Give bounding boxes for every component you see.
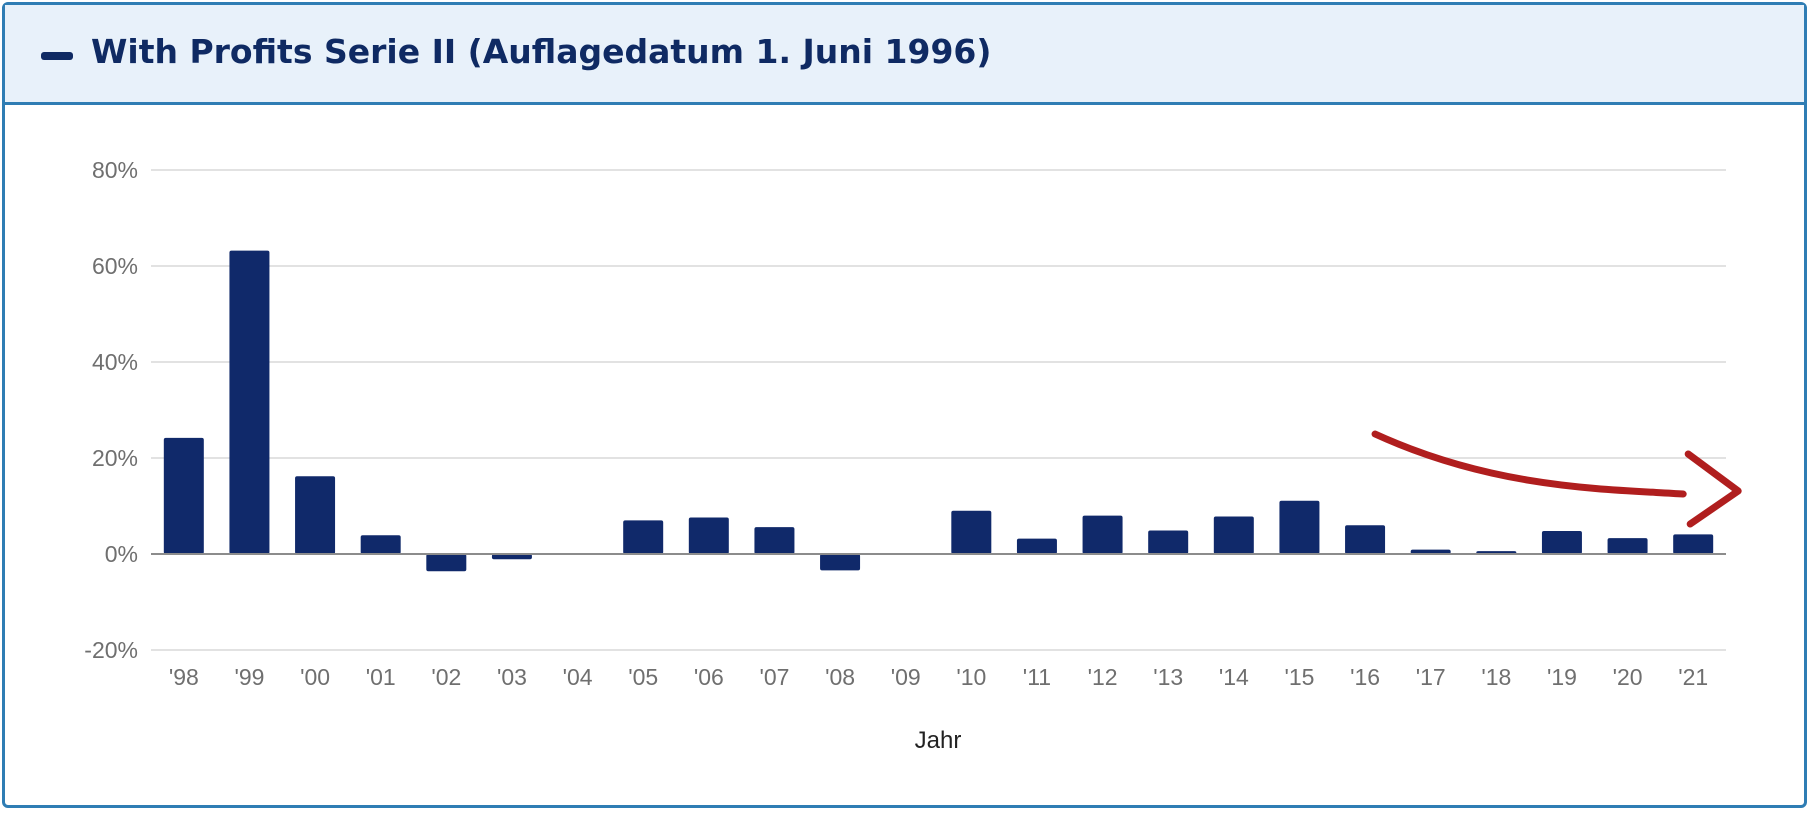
bar	[951, 510, 992, 554]
grid-lines	[151, 169, 1726, 651]
x-tick-label: '10	[956, 664, 986, 690]
y-tick-label: 60%	[92, 253, 138, 279]
x-axis-ticks: '98 '99 '00 '01 '02 '03 '04 '05 '06 '07 '08 '09 '10 '…	[169, 664, 1708, 690]
y-tick-label: 0%	[105, 541, 138, 567]
bar	[360, 535, 401, 554]
annotation-arrow-shaft	[1371, 430, 1687, 498]
bar	[491, 554, 532, 560]
bar	[820, 554, 861, 571]
bar	[1148, 530, 1189, 554]
bar	[1541, 530, 1582, 554]
x-tick-label: '18	[1481, 664, 1511, 690]
x-tick-label: '12	[1088, 664, 1118, 690]
x-tick-label: '02	[431, 664, 461, 690]
annotation-arrow	[1371, 430, 1742, 528]
x-tick-label: '01	[366, 664, 396, 690]
bar	[229, 250, 270, 554]
x-tick-label: '17	[1416, 664, 1446, 690]
bar	[754, 527, 795, 554]
x-tick-label: '99	[234, 664, 264, 690]
panel-title: With Profits Serie II (Auflagedatum 1. J…	[91, 32, 992, 71]
x-tick-label: '07	[759, 664, 789, 690]
bar	[163, 437, 204, 554]
bar	[1673, 534, 1714, 554]
x-tick-label: '13	[1153, 664, 1183, 690]
x-tick-label: '04	[563, 664, 593, 690]
y-tick-label: 80%	[92, 157, 138, 183]
bars	[163, 250, 1714, 572]
bar	[1607, 538, 1648, 554]
bar	[688, 517, 729, 554]
bar	[1410, 549, 1451, 554]
y-tick-label: 40%	[92, 349, 138, 375]
x-axis-title: Jahr	[915, 727, 962, 754]
bar	[1082, 515, 1123, 554]
x-tick-label: '09	[891, 664, 921, 690]
panel-header[interactable]: With Profits Serie II (Auflagedatum 1. J…	[5, 5, 1804, 105]
x-tick-label: '14	[1219, 664, 1249, 690]
bar	[1279, 500, 1320, 554]
x-tick-label: '08	[825, 664, 855, 690]
x-tick-label: '98	[169, 664, 199, 690]
bar	[623, 520, 664, 554]
x-tick-label: '11	[1023, 664, 1051, 690]
bar	[295, 476, 336, 554]
y-tick-label: -20%	[84, 637, 138, 663]
x-tick-label: '16	[1350, 664, 1380, 690]
bar	[1345, 525, 1386, 554]
x-tick-label: '19	[1547, 664, 1577, 690]
y-tick-label: 20%	[92, 445, 138, 471]
bar	[1213, 516, 1254, 554]
x-tick-label: '15	[1284, 664, 1314, 690]
x-tick-label: '05	[628, 664, 658, 690]
x-tick-label: '21	[1678, 664, 1708, 690]
bar	[426, 554, 467, 572]
bar	[1016, 538, 1057, 554]
x-tick-label: '00	[300, 664, 330, 690]
x-tick-label: '20	[1613, 664, 1643, 690]
y-axis-ticks: -20% 0% 20% 40% 60% 80%	[84, 157, 138, 663]
x-tick-label: '06	[694, 664, 724, 690]
x-tick-label: '03	[497, 664, 527, 690]
annotation-arrow-head	[1684, 450, 1742, 528]
minus-icon[interactable]	[41, 52, 73, 60]
